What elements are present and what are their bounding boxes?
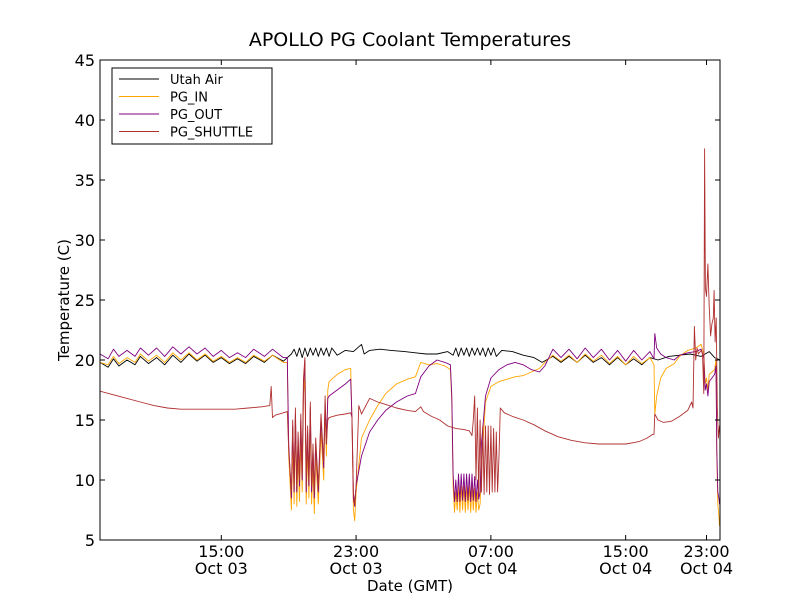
- x-tick-label-time: 15:00: [603, 542, 649, 561]
- x-tick-label-date: Oct 03: [195, 559, 248, 578]
- y-tick-label: 25: [75, 291, 95, 310]
- y-tick-label: 5: [85, 531, 95, 550]
- series-line-utah-air: [100, 343, 720, 368]
- plot-area: [100, 148, 720, 527]
- x-tick-label-date: Oct 04: [464, 559, 517, 578]
- x-tick-label-date: Oct 04: [680, 559, 733, 578]
- y-axis: 5 10 15 20 25 30 35 40 45: [75, 51, 720, 550]
- x-tick-label-time: 07:00: [468, 542, 514, 561]
- x-tick-label-time: 23:00: [333, 542, 379, 561]
- legend-box: [111, 67, 273, 145]
- y-tick-label: 20: [75, 351, 95, 370]
- x-tick-label-time: 15:00: [198, 542, 244, 561]
- legend-label: PG_OUT: [170, 108, 222, 123]
- y-axis-label: Temperature (C): [55, 239, 73, 362]
- y-tick-label: 45: [75, 51, 95, 70]
- y-tick-label: 10: [75, 471, 95, 490]
- legend-label: PG_SHUTTLE: [170, 126, 253, 141]
- series-line-pg-in: [100, 343, 720, 527]
- y-tick-label: 30: [75, 231, 95, 250]
- y-tick-label: 15: [75, 411, 95, 430]
- chart-title: APOLLO PG Coolant Temperatures: [249, 29, 571, 51]
- x-tick-label-date: Oct 04: [599, 559, 652, 578]
- y-tick-label: 35: [75, 171, 95, 190]
- x-tick-label-date: Oct 03: [330, 559, 383, 578]
- legend-label: Utah Air: [170, 73, 223, 88]
- series-line-pg-out: [100, 333, 720, 507]
- legend: Utah Air PG_IN PG_OUT PG_SHUTTLE: [111, 67, 273, 145]
- x-tick-label-time: 23:00: [683, 542, 729, 561]
- x-axis-label: Date (GMT): [367, 577, 453, 595]
- legend-label: PG_IN: [170, 91, 208, 106]
- series-line-pg-shuttle: [100, 148, 720, 505]
- y-tick-label: 40: [75, 111, 95, 130]
